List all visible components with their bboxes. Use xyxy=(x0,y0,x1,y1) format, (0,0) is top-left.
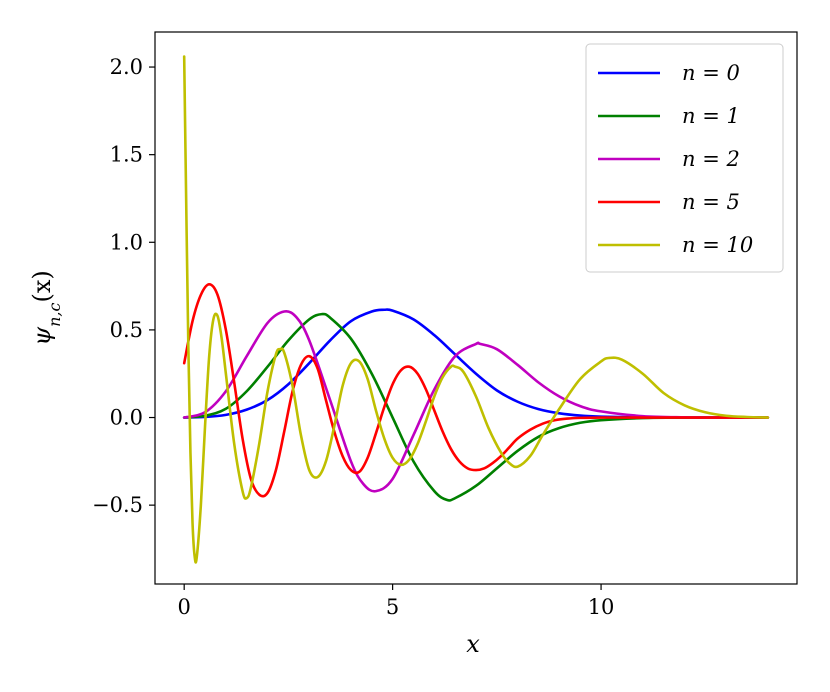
series-line-2 xyxy=(182,310,770,493)
legend-box xyxy=(585,43,784,273)
legend: n = 0 n = 1 n = 2 n = 5 n = 10 xyxy=(585,43,784,273)
series-line-4 xyxy=(182,55,770,564)
y-tick-label: 1.0 xyxy=(110,230,143,254)
y-axis-label-base: ψ xyxy=(28,326,56,346)
series-line-3 xyxy=(182,283,770,498)
plot-frame xyxy=(154,31,798,585)
legend-label-3: n = 5 xyxy=(682,190,740,214)
y-tick-label: 0.5 xyxy=(110,318,143,342)
legend-label-4: n = 10 xyxy=(682,233,753,257)
y-axis-label: ψn,c(x) xyxy=(28,270,64,345)
y-tick-label: 0.0 xyxy=(110,406,143,430)
y-tick-label: −0.5 xyxy=(92,493,143,517)
y-axis-label-sub: n,c xyxy=(45,303,64,327)
legend-label-1: n = 1 xyxy=(682,104,740,128)
x-tick-label: 5 xyxy=(386,595,399,619)
y-tick-label: 1.5 xyxy=(110,143,143,167)
legend-label-0: n = 0 xyxy=(682,61,740,85)
y-ticks: −0.5 0.0 0.5 1.0 1.5 2.0 xyxy=(92,55,155,517)
series-layer xyxy=(182,55,770,564)
y-tick-label: 2.0 xyxy=(110,55,143,79)
x-tick-label: 0 xyxy=(177,595,190,619)
x-tick-label: 10 xyxy=(588,595,615,619)
series-line-1 xyxy=(182,312,770,502)
legend-label-2: n = 2 xyxy=(682,147,740,171)
x-ticks: 0 5 10 xyxy=(177,584,614,619)
x-axis-label: x xyxy=(466,630,480,658)
y-axis-label-tail: (x) xyxy=(28,270,56,302)
